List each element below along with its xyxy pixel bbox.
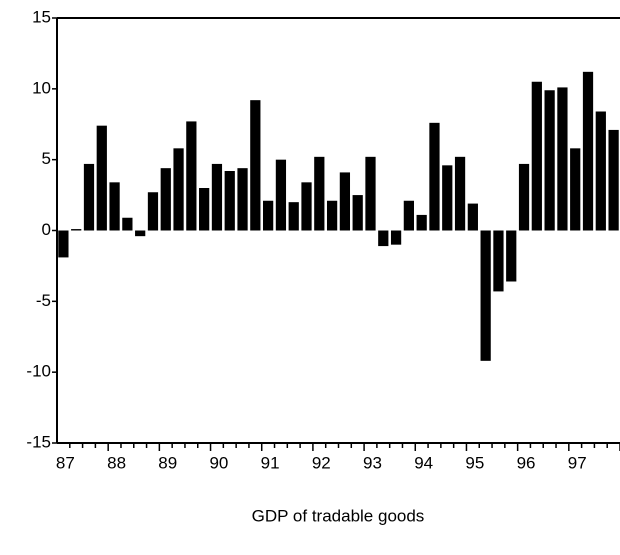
bar xyxy=(403,200,414,231)
y-tick-label: 10 xyxy=(32,78,51,97)
bar xyxy=(301,182,312,231)
bar xyxy=(147,192,159,231)
bar xyxy=(518,163,530,231)
bar xyxy=(544,90,555,231)
bar xyxy=(339,172,351,231)
bar xyxy=(416,214,427,231)
x-axis-label: GDP of tradable goods xyxy=(252,506,425,525)
bar xyxy=(122,217,133,231)
bar xyxy=(467,203,478,231)
bar xyxy=(83,163,95,231)
bar xyxy=(275,159,287,231)
y-tick-label: 5 xyxy=(42,149,51,168)
bar xyxy=(173,148,184,231)
x-tick-label: 92 xyxy=(312,453,331,472)
bar xyxy=(442,165,453,231)
bar xyxy=(365,156,376,231)
x-tick-label: 97 xyxy=(568,453,587,472)
bar xyxy=(493,230,504,292)
bar xyxy=(390,230,402,245)
bar xyxy=(557,87,568,231)
x-tick-label: 93 xyxy=(363,453,382,472)
bar xyxy=(378,230,389,247)
x-tick-label: 94 xyxy=(414,453,433,472)
bar xyxy=(429,122,440,231)
bar xyxy=(506,230,517,282)
bar xyxy=(237,168,248,231)
bar xyxy=(186,121,197,231)
y-tick-label: -15 xyxy=(26,432,51,451)
bar xyxy=(211,163,223,231)
bar xyxy=(199,188,210,231)
bar xyxy=(595,111,606,231)
x-tick-label: 91 xyxy=(261,453,280,472)
bar xyxy=(58,230,69,258)
y-tick-label: -5 xyxy=(36,291,51,310)
bar xyxy=(224,171,235,231)
bar xyxy=(326,200,338,231)
bar xyxy=(250,100,261,231)
bar xyxy=(135,230,146,237)
x-tick-label: 88 xyxy=(107,453,126,472)
x-tick-label: 95 xyxy=(465,453,484,472)
y-tick-label: 15 xyxy=(32,7,51,26)
x-tick-label: 89 xyxy=(158,453,177,472)
bar xyxy=(531,81,542,231)
bar xyxy=(608,129,619,231)
x-tick-label: 87 xyxy=(56,453,75,472)
bar xyxy=(570,148,581,231)
y-tick-label: -10 xyxy=(26,362,51,381)
bar xyxy=(582,71,594,231)
bar xyxy=(263,200,274,231)
bar xyxy=(352,195,363,231)
bar xyxy=(71,229,82,231)
bar xyxy=(480,230,491,361)
bar xyxy=(109,182,120,231)
x-tick-label: 96 xyxy=(517,453,536,472)
y-tick-label: 0 xyxy=(42,220,51,239)
bar xyxy=(314,156,325,231)
bar xyxy=(96,125,107,231)
bar xyxy=(288,202,299,231)
bar xyxy=(454,156,466,231)
x-tick-label: 90 xyxy=(209,453,228,472)
bar xyxy=(160,168,171,231)
